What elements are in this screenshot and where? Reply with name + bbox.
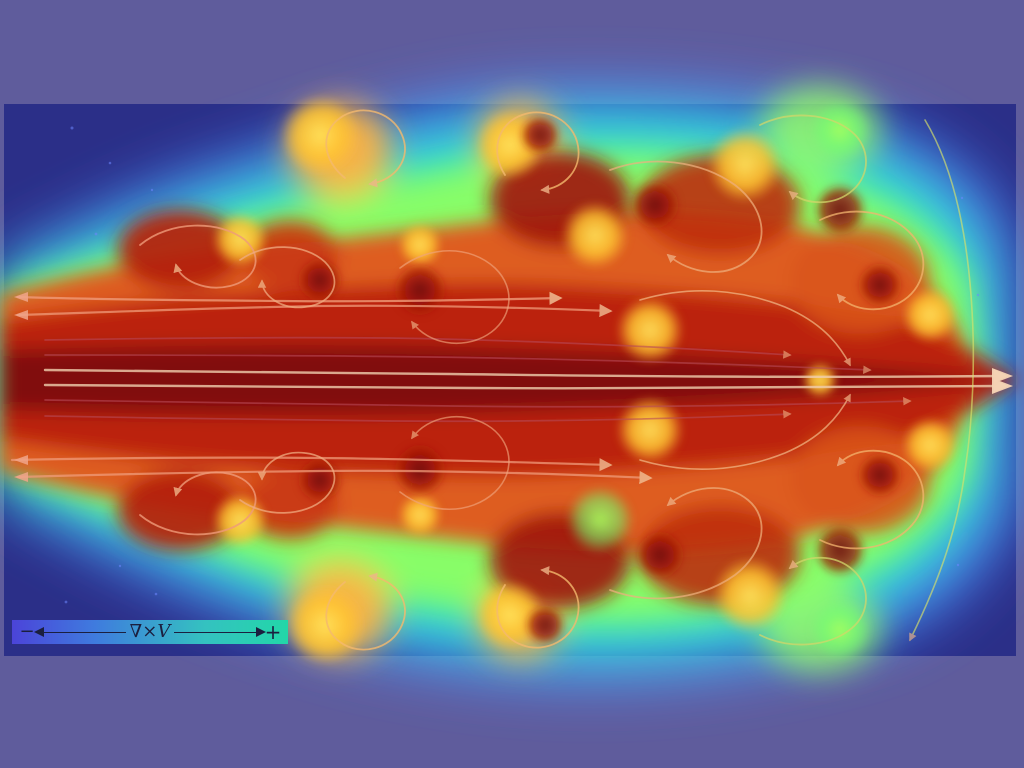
legend-bar: − ∇×V + xyxy=(12,620,288,644)
legend-left-arrow-icon xyxy=(36,620,126,644)
legend-symbol: ∇×V xyxy=(126,620,175,644)
legend-right-arrow-icon xyxy=(174,620,264,644)
legend-high-label: + xyxy=(264,620,282,644)
